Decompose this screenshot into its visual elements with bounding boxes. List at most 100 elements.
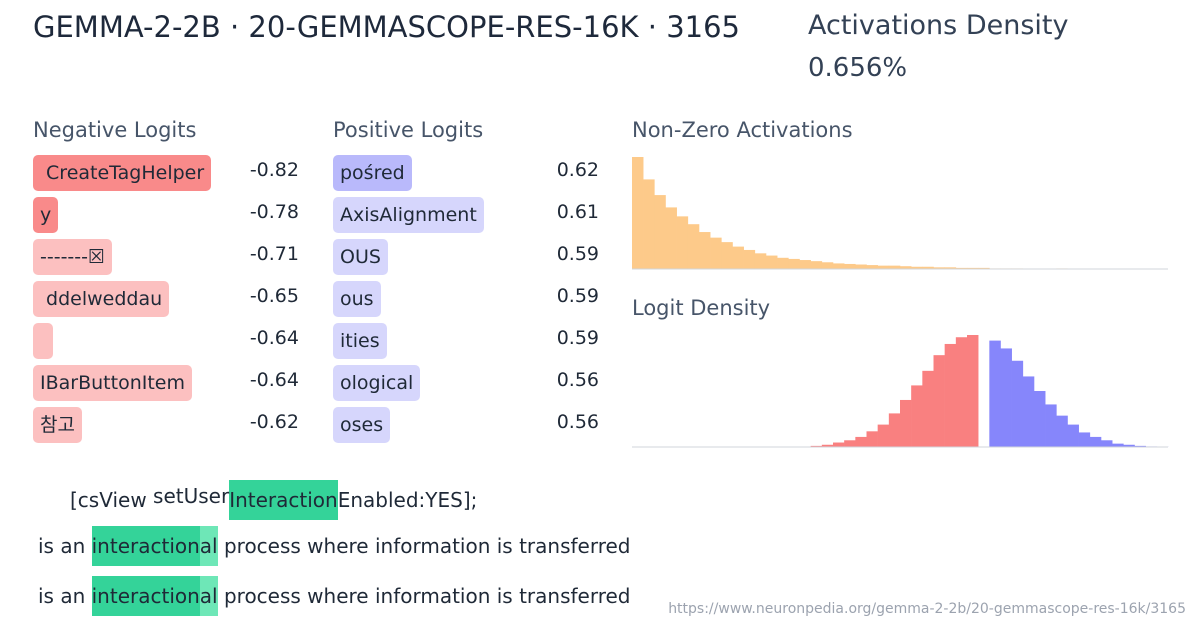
example: [csView setUser Interaction Enabled:YES]; (70, 480, 477, 520)
logit-token: pośred (333, 155, 412, 191)
histogram-bar (687, 224, 700, 269)
histogram-bar (632, 157, 644, 269)
histogram-bar (911, 266, 923, 269)
histogram-bar (1000, 348, 1012, 447)
histogram-bar (978, 267, 990, 269)
logit-value: 0.56 (556, 369, 599, 391)
activations-heading: Non-Zero Activations (632, 118, 853, 142)
logit-value: 0.61 (556, 201, 599, 223)
logit-token: CreateTagHelper (33, 155, 212, 191)
histogram-bar (1011, 360, 1024, 447)
histogram-bar (810, 445, 823, 447)
histogram-bar (866, 265, 878, 269)
logit-value: -0.82 (249, 159, 299, 181)
example-token: is an (38, 584, 92, 608)
histogram-bar (1056, 415, 1068, 447)
example-token: al (199, 526, 218, 566)
example-token: al (199, 576, 218, 616)
example-token: setUser (153, 484, 230, 508)
logit-token: ities (333, 323, 387, 359)
example-token: [csView (70, 488, 154, 512)
histogram-bar (654, 195, 666, 269)
logit-density-heading: Logit Density (632, 296, 771, 320)
histogram-bar (922, 266, 934, 269)
logit-token: -------☒ (33, 239, 113, 275)
logit-value: -0.64 (249, 327, 299, 349)
histogram-bar (788, 258, 800, 269)
histogram-bar (810, 261, 823, 269)
logit-value: 0.56 (556, 411, 599, 433)
logit-value: 0.59 (556, 327, 599, 349)
example-token: interaction (91, 576, 200, 616)
negative-heading: Negative Logits (33, 118, 197, 142)
histogram-bar (877, 265, 890, 269)
logit-token: OUS (333, 239, 388, 275)
example: is an interaction al process where inform… (38, 526, 631, 566)
logit-value: -0.78 (249, 201, 299, 223)
histogram-bar (799, 260, 811, 269)
histogram-bar (676, 216, 689, 269)
example: is an interaction al process where inform… (38, 576, 631, 616)
example-token: interaction (91, 526, 200, 566)
histogram-bar (1101, 440, 1113, 447)
url[interactable]: https://www.neuronpedia.org/gemma-2-2b/2… (668, 601, 1186, 617)
histogram-bar (967, 267, 979, 269)
histogram-bar (754, 253, 767, 269)
histogram-bar (821, 262, 834, 269)
histogram-bar (710, 237, 722, 269)
example-token: is an (38, 534, 92, 558)
histogram-bar (1078, 432, 1091, 447)
logit-token: AxisAlignment (333, 197, 484, 233)
histogram-bar (699, 232, 711, 269)
histogram-bar (866, 431, 878, 447)
logit-value: 0.59 (556, 285, 599, 307)
logit-value: 0.59 (556, 243, 599, 265)
logit-token: ddelweddau (33, 281, 170, 317)
histogram-bar (665, 207, 677, 269)
histogram-bar (944, 267, 957, 269)
logit-token: ological (333, 365, 421, 401)
logit-token: IBarButtonItem (33, 365, 192, 401)
example-token: process where information is transferred (217, 584, 631, 608)
logit-token: y (33, 197, 59, 233)
histogram-bar (967, 335, 979, 447)
histogram-bar (955, 267, 968, 269)
histogram-bar (1089, 436, 1102, 447)
histogram-bar (833, 263, 845, 269)
histogram-bar (855, 264, 867, 269)
logit-token: oses (333, 407, 391, 443)
density-label: Activations Density (808, 10, 1069, 41)
histogram-bar (989, 340, 1001, 447)
logit-value: 0.62 (556, 159, 599, 181)
histogram-bar (844, 440, 856, 447)
histogram-bar (877, 424, 890, 447)
histogram-bar (1112, 443, 1124, 447)
histogram-bar (766, 255, 778, 269)
histogram-bar (1045, 404, 1057, 447)
histogram-bar (955, 337, 968, 447)
histogram-bar (732, 246, 744, 269)
positive-heading: Positive Logits (333, 118, 484, 142)
histogram-bar (888, 413, 901, 447)
histogram-bar (944, 343, 957, 447)
histogram-bar (821, 444, 834, 447)
logit-value: -0.64 (249, 369, 299, 391)
histogram-bar (1134, 445, 1146, 447)
histogram-bar (855, 436, 867, 447)
example-token: Interaction (229, 480, 338, 520)
logit-value: -0.65 (249, 285, 299, 307)
histogram-bar (1123, 444, 1135, 447)
title: GEMMA-2-2B · 20-GEMMASCOPE-RES-16K · 316… (33, 10, 741, 44)
logit-value: -0.62 (249, 411, 299, 433)
logit-token: ous (333, 281, 381, 317)
histogram-bar (743, 249, 756, 269)
histogram-bar (933, 267, 945, 269)
example-token: Enabled:YES]; (337, 488, 478, 512)
histogram-bar (888, 265, 901, 269)
example-token: process where information is transferred (217, 534, 631, 558)
histogram-bar (922, 370, 934, 447)
histogram-bar (1067, 424, 1079, 447)
histogram-bar (643, 179, 655, 269)
